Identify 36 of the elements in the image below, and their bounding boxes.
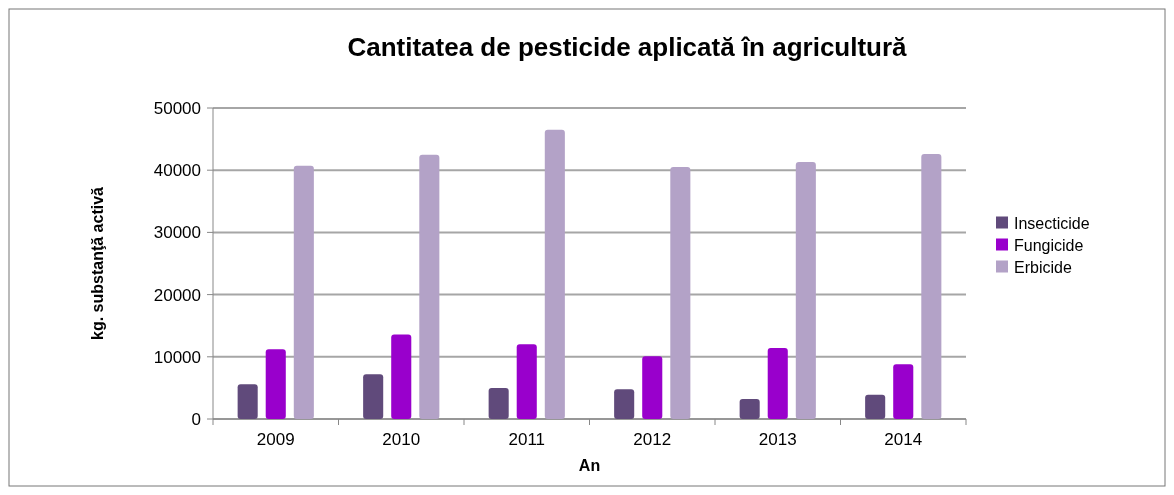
legend-label: Insecticide [1014, 215, 1090, 233]
bar [265, 349, 286, 419]
bar [293, 165, 314, 419]
legend-label: Fungicide [1014, 237, 1084, 255]
chart-title: Cantitatea de pesticide aplicată în agricultură [347, 32, 908, 62]
x-axis-title: An [578, 457, 601, 474]
bar [767, 348, 788, 419]
bar [739, 399, 760, 419]
x-tick-label: 2010 [382, 430, 421, 449]
y-tick-label: 50000 [153, 98, 201, 118]
bar [237, 384, 258, 419]
y-tick-label: 20000 [153, 285, 201, 305]
bar [670, 167, 691, 419]
x-tick-label: 2009 [256, 430, 295, 449]
bar [642, 356, 663, 419]
legend-label: Erbicide [1014, 259, 1072, 277]
x-tick-label: 2014 [884, 430, 923, 449]
bar [363, 374, 384, 419]
y-tick-label: 10000 [153, 347, 201, 367]
x-tick-label: 2013 [758, 430, 797, 449]
bar [614, 389, 635, 419]
bar [419, 154, 440, 419]
y-tick-label: 30000 [153, 223, 201, 243]
bar [865, 394, 886, 419]
y-tick-label: 0 [191, 409, 201, 429]
bar [921, 154, 942, 419]
bar [391, 334, 412, 419]
bar [795, 162, 816, 419]
bar [488, 387, 509, 419]
x-tick-label: 2012 [633, 430, 672, 449]
x-tick-label: 2011 [508, 430, 546, 449]
bar [516, 344, 537, 419]
bar [893, 364, 914, 419]
bar [544, 129, 565, 419]
y-axis-title: kg. substanţă activă [89, 186, 106, 340]
y-tick-label: 40000 [153, 161, 201, 181]
